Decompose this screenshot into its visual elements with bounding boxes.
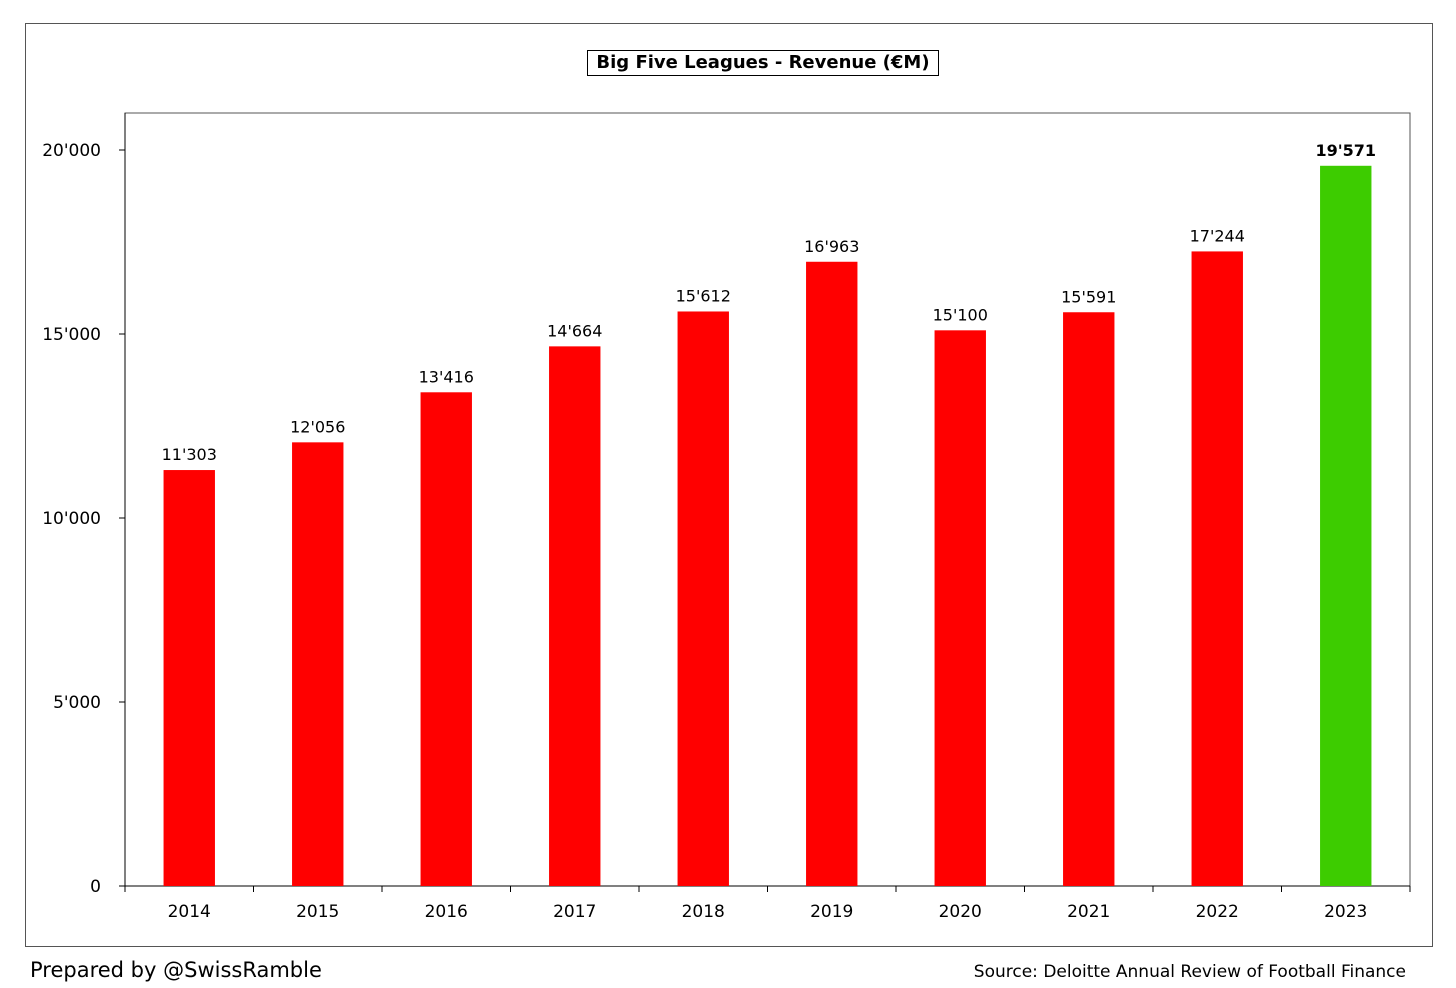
bar-2014 [163, 470, 215, 886]
y-tick-label: 10'000 [42, 509, 101, 529]
bar-value-label: 13'416 [419, 367, 474, 386]
bar-value-label: 11'303 [162, 445, 217, 464]
x-tick-label: 2023 [1324, 902, 1367, 922]
x-tick-label: 2018 [682, 902, 725, 922]
source-text: Source: Deloitte Annual Review of Footba… [973, 962, 1406, 982]
x-tick-label: 2022 [1196, 902, 1239, 922]
x-tick-label: 2017 [553, 902, 596, 922]
bar-2022 [1191, 251, 1243, 887]
x-tick-label: 2019 [810, 902, 853, 922]
bar-value-label: 17'244 [1190, 226, 1245, 245]
x-tick-label: 2015 [296, 902, 339, 922]
bar-value-label: 15'612 [676, 286, 731, 305]
bar-value-label: 15'591 [1061, 287, 1116, 306]
bar-value-label: 14'664 [547, 321, 602, 340]
y-tick-label: 15'000 [42, 325, 101, 345]
bar-2018 [677, 311, 729, 886]
bar-2015 [292, 442, 344, 886]
bar-2016 [420, 392, 472, 886]
x-axis: 2014 2015 2016 2017 2018 2019 2020 2021 2022 2023 [119, 885, 1411, 922]
y-tick-label: 20'000 [42, 141, 101, 161]
bar-value-label: 15'100 [933, 305, 988, 324]
bar-value-label: 19'571 [1315, 141, 1376, 160]
bar-2019 [806, 261, 858, 886]
bar-2023 [1320, 165, 1372, 886]
x-tick-label: 2016 [425, 902, 468, 922]
y-tick-label: 5'000 [53, 693, 101, 713]
x-tick-label: 2014 [168, 902, 211, 922]
bar-value-label: 12'056 [290, 417, 345, 436]
bar-2020 [934, 330, 986, 886]
y-axis: 0 5'000 10'000 15'000 20'000 [42, 113, 126, 897]
bar-2017 [549, 346, 601, 886]
credit-text: Prepared by @SwissRamble [30, 958, 322, 982]
x-tick-label: 2020 [939, 902, 982, 922]
y-tick-label: 0 [90, 877, 101, 897]
chart-title: Big Five Leagues - Revenue (€M) [587, 50, 939, 76]
bars [163, 165, 1372, 887]
bar-2021 [1063, 312, 1115, 886]
x-tick-label: 2021 [1067, 902, 1110, 922]
bar-labels: 11'303 12'056 13'416 14'664 15'612 16'963 15'1… [162, 141, 1376, 464]
bar-value-label: 16'963 [804, 237, 859, 256]
